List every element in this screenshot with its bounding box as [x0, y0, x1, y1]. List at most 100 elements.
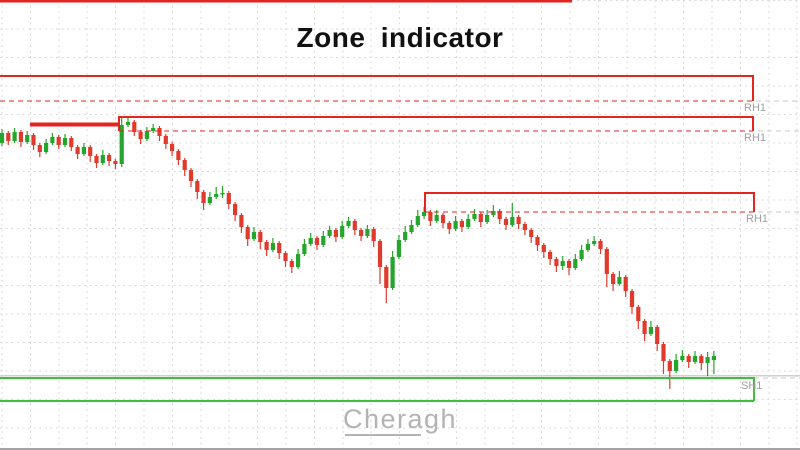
candle-down [699, 356, 704, 363]
candle-up [573, 259, 578, 268]
candle-up [50, 137, 55, 143]
candle-down [611, 274, 616, 284]
candle-up [365, 229, 370, 236]
candle-up [296, 254, 301, 267]
zone-label-rh1: RH1 [744, 102, 766, 114]
candle-down [503, 219, 509, 225]
zone-rh1 [118, 116, 754, 131]
zone-sh1 [0, 377, 755, 401]
candle-up [485, 215, 490, 222]
candle-up [560, 261, 565, 266]
candle-down [642, 321, 647, 334]
candle-down [661, 344, 666, 361]
candle-down [94, 156, 99, 163]
candle-up [680, 356, 685, 360]
candle-down [37, 145, 42, 152]
candle-up [403, 232, 408, 240]
candle-up [396, 240, 401, 257]
candle-down [352, 221, 357, 230]
candle-down [478, 214, 483, 222]
candle-up [648, 327, 653, 334]
candle-up [308, 238, 313, 244]
candle-up [12, 132, 17, 141]
candle-up [674, 360, 679, 371]
candle-up [491, 211, 496, 215]
candle-up [692, 356, 698, 362]
candle-up [617, 277, 622, 284]
candle-up [0, 133, 5, 143]
candle-down [566, 261, 572, 268]
candle-down [535, 237, 540, 245]
candle-up [466, 219, 471, 227]
candle-down [686, 356, 691, 362]
candle-up [422, 212, 427, 216]
candle-down [314, 238, 320, 245]
candles [0, 117, 716, 389]
candle-down [548, 252, 553, 259]
candle-down [598, 241, 603, 249]
candle-up [100, 155, 105, 163]
red-level-lines [0, 0, 572, 127]
candle-up [214, 194, 219, 197]
candle-down [522, 224, 527, 230]
candle-down [107, 155, 112, 161]
candle-down [132, 122, 137, 132]
candle-down [188, 170, 194, 181]
candle-down [163, 136, 168, 144]
zones: RH1 RH1 RH1 SH1 [0, 75, 768, 402]
candle-up [592, 241, 597, 244]
candle-down [541, 245, 546, 252]
candle-up [151, 128, 156, 131]
candle-down [201, 192, 206, 203]
candle-down [516, 217, 521, 224]
candle-up [340, 226, 345, 237]
candle-down [233, 204, 238, 215]
candle-down [384, 267, 389, 288]
candle-down [182, 160, 187, 170]
candle-down [623, 277, 628, 291]
candle-up [705, 357, 710, 363]
candle-down [264, 242, 269, 250]
zone-label-rh1: RH1 [746, 213, 768, 225]
candle-up [44, 143, 49, 152]
candle-down [75, 147, 80, 154]
candle-up [453, 221, 458, 229]
candle-down [667, 361, 672, 371]
candle-down [440, 215, 446, 223]
watermark-underline [345, 434, 421, 436]
candle-down [88, 147, 93, 156]
zone-rh1 [0, 75, 754, 101]
candle-up [585, 244, 590, 250]
candle-down [636, 307, 641, 321]
candle-down [157, 128, 162, 136]
candle-down [56, 137, 61, 145]
watermark-logo: Cheragh [342, 404, 458, 434]
candle-up [390, 257, 395, 288]
candle-up [579, 250, 584, 259]
candle-down [277, 243, 282, 253]
candle-down [629, 291, 635, 307]
candle-up [472, 214, 477, 219]
candle-up [510, 217, 515, 225]
page-title: Zone indicator [296, 22, 504, 53]
candle-up [327, 230, 332, 236]
candle-down [258, 232, 263, 242]
candle-up [409, 225, 414, 232]
candle-down [283, 253, 288, 261]
candle-down [226, 193, 231, 204]
zone-label-rh1: RH1 [744, 132, 766, 144]
candle-down [113, 161, 118, 164]
candle-up [62, 138, 68, 145]
candle-down [359, 230, 364, 236]
candle-down [6, 133, 11, 141]
candle-down [554, 259, 559, 266]
candle-down [289, 261, 294, 267]
candle-down [170, 144, 175, 151]
candle-down [195, 181, 200, 192]
candle-up [119, 125, 124, 164]
candle-down [604, 249, 609, 274]
candle-down [655, 327, 660, 344]
